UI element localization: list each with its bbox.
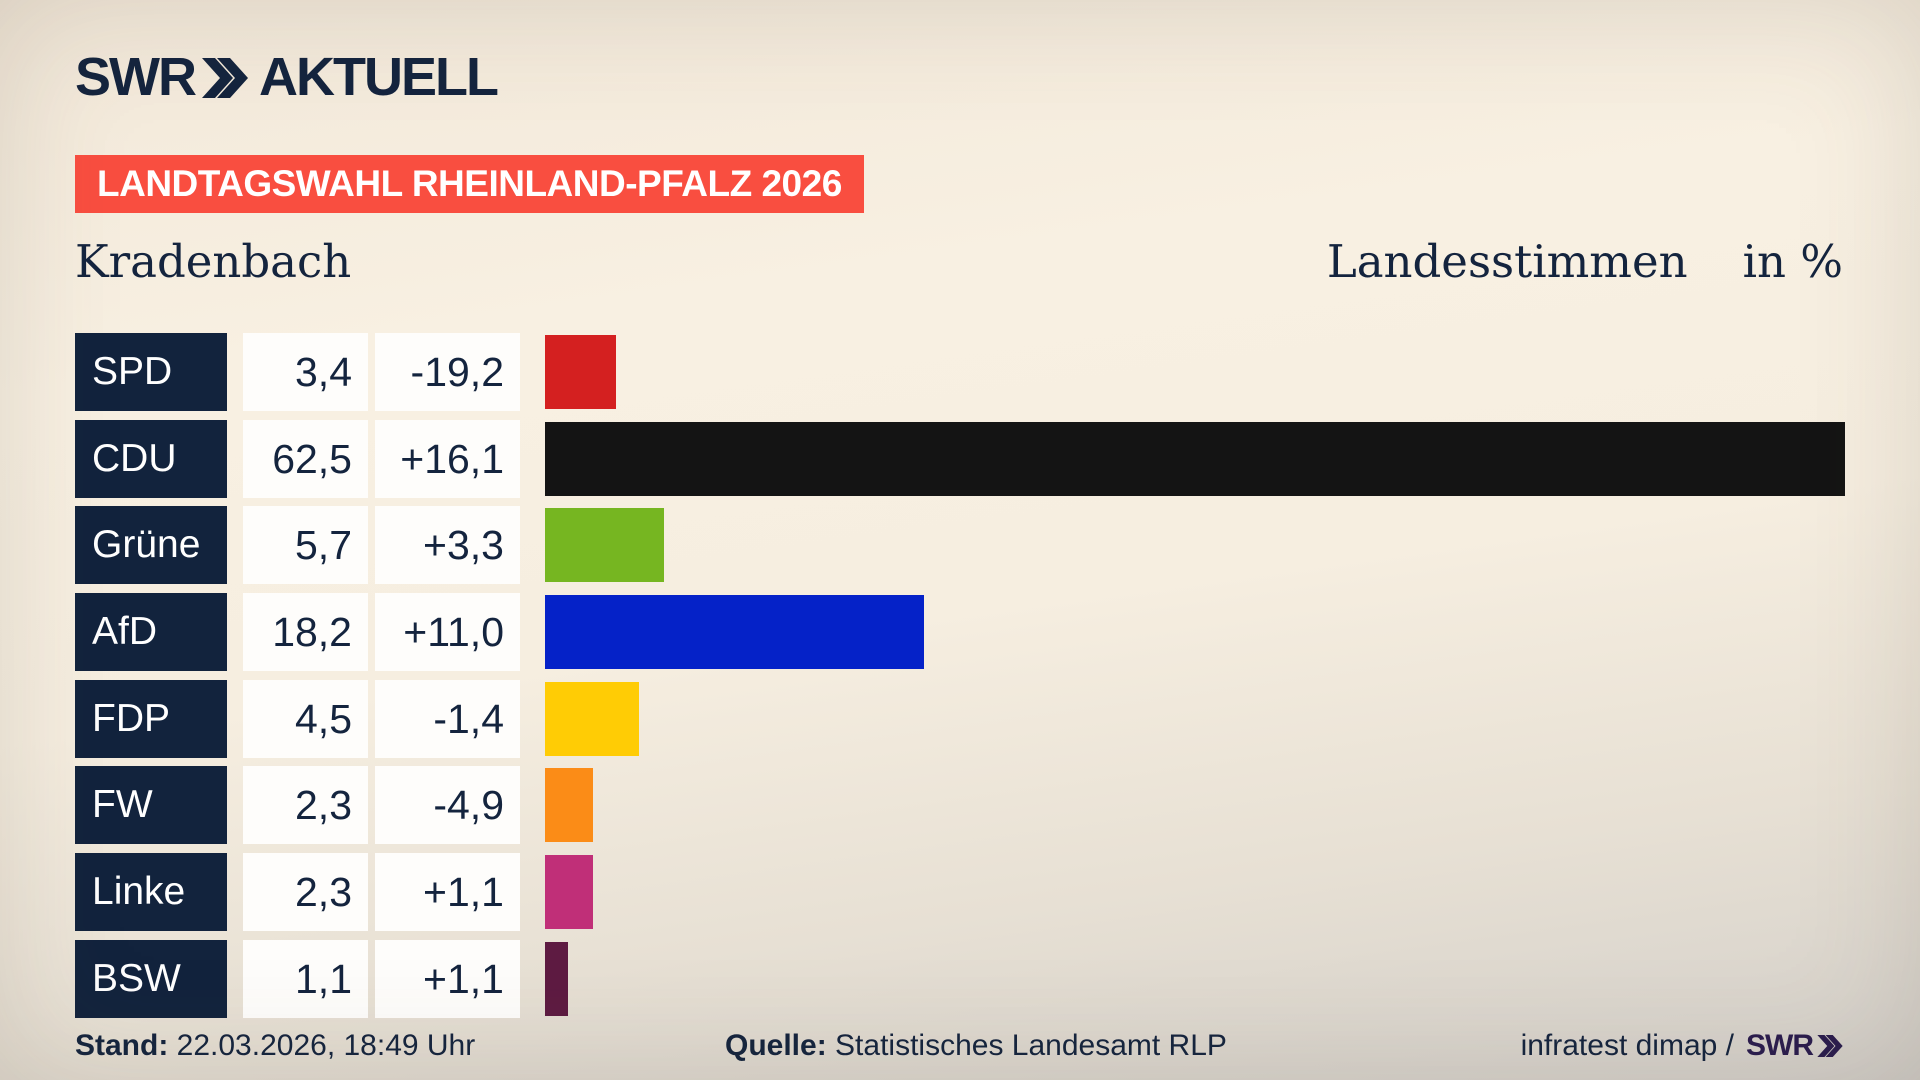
agency-credit: infratest dimap / SWR bbox=[1521, 1029, 1843, 1063]
swr-double-chevron-icon bbox=[201, 58, 248, 98]
swr-brand-text: SWR bbox=[75, 47, 197, 107]
change-label: +16,1 bbox=[400, 435, 504, 482]
change-box: -19,2 bbox=[375, 333, 520, 411]
program-title-text: AKTUELL bbox=[258, 47, 499, 107]
value-label: 18,2 bbox=[272, 609, 352, 656]
election-banner: LANDTAGSWAHL RHEINLAND-PFALZ 2026 bbox=[75, 155, 864, 213]
change-label: +1,1 bbox=[423, 869, 504, 916]
party-label: AfD bbox=[92, 610, 158, 654]
change-box: +3,3 bbox=[375, 506, 520, 585]
credit-text: infratest dimap / bbox=[1520, 1029, 1734, 1062]
party-label: FDP bbox=[92, 696, 170, 740]
results-table: SPD 3,4 -19,2 CDU 62,5 +16,1 bbox=[0, 333, 1920, 1027]
unit-label: in % bbox=[1742, 235, 1843, 288]
value-box: 62,5 bbox=[243, 419, 368, 498]
value-label: 3,4 bbox=[295, 349, 352, 395]
result-bar bbox=[545, 421, 1845, 496]
value-box: 4,5 bbox=[243, 679, 368, 758]
municipality-title: Kradenbach bbox=[75, 235, 352, 288]
value-box: 5,7 bbox=[243, 506, 368, 585]
result-bar bbox=[545, 335, 616, 409]
party-label: SPD bbox=[92, 350, 173, 393]
result-bar bbox=[545, 508, 664, 583]
table-row: AfD 18,2 +11,0 bbox=[0, 593, 1920, 672]
table-row: BSW 1,1 +1,1 bbox=[0, 939, 1920, 1018]
change-box: -1,4 bbox=[375, 679, 520, 758]
result-bar bbox=[545, 768, 593, 843]
table-row: FW 2,3 -4,9 bbox=[0, 766, 1920, 845]
swr-footer-logo: SWR bbox=[1746, 1029, 1843, 1063]
result-bar bbox=[545, 855, 593, 930]
result-bar bbox=[545, 595, 924, 670]
party-label-box: SPD bbox=[75, 333, 227, 411]
stand-label: Stand: bbox=[75, 1029, 169, 1062]
change-label: -1,4 bbox=[433, 695, 504, 742]
party-label-box: Linke bbox=[75, 853, 227, 932]
value-label: 2,3 bbox=[295, 869, 352, 916]
value-box: 3,4 bbox=[243, 333, 368, 411]
change-label: +1,1 bbox=[423, 955, 504, 1002]
change-box: +11,0 bbox=[375, 593, 520, 672]
swr-footer-chevron-icon bbox=[1817, 1035, 1843, 1057]
value-box: 2,3 bbox=[243, 853, 368, 932]
vote-type-title: Landesstimmen in % bbox=[1327, 235, 1843, 288]
swr-footer-brand-text: SWR bbox=[1746, 1029, 1814, 1062]
table-row: FDP 4,5 -1,4 bbox=[0, 679, 1920, 758]
change-box: +16,1 bbox=[375, 419, 520, 498]
party-label-box: CDU bbox=[75, 419, 227, 498]
party-label: BSW bbox=[92, 956, 181, 1000]
value-box: 1,1 bbox=[243, 939, 368, 1018]
change-box: +1,1 bbox=[375, 939, 520, 1018]
quelle-label: Quelle: bbox=[725, 1029, 827, 1062]
vote-type-label: Landesstimmen bbox=[1326, 235, 1688, 288]
party-label: CDU bbox=[92, 436, 177, 480]
value-label: 5,7 bbox=[295, 522, 352, 569]
party-label: Grüne bbox=[92, 523, 201, 567]
table-row: Linke 2,3 +1,1 bbox=[0, 853, 1920, 932]
stand-value: 22.03.2026, 18:49 Uhr bbox=[176, 1029, 476, 1062]
result-bar bbox=[545, 941, 568, 1016]
change-box: +1,1 bbox=[375, 853, 520, 932]
swr-aktuell-logo: SWR AKTUELL bbox=[75, 47, 499, 107]
timestamp: Stand: 22.03.2026, 18:49 Uhr bbox=[75, 1029, 475, 1063]
party-label-box: FW bbox=[75, 766, 227, 845]
party-label-box: Grüne bbox=[75, 506, 227, 585]
value-box: 2,3 bbox=[243, 766, 368, 845]
result-bar bbox=[545, 681, 639, 756]
party-label-box: AfD bbox=[75, 593, 227, 672]
value-label: 4,5 bbox=[295, 695, 352, 742]
quelle-value: Statistisches Landesamt RLP bbox=[835, 1029, 1227, 1062]
table-row: Grüne 5,7 +3,3 bbox=[0, 506, 1920, 585]
value-label: 62,5 bbox=[272, 435, 352, 482]
party-label: Linke bbox=[92, 870, 186, 914]
table-row: SPD 3,4 -19,2 bbox=[0, 333, 1920, 411]
change-label: +11,0 bbox=[403, 609, 504, 656]
change-label: +3,3 bbox=[423, 522, 504, 569]
change-label: -19,2 bbox=[410, 349, 504, 395]
party-label-box: BSW bbox=[75, 939, 227, 1018]
change-label: -4,9 bbox=[433, 782, 504, 829]
party-label-box: FDP bbox=[75, 679, 227, 758]
source-credit: Quelle: Statistisches Landesamt RLP bbox=[725, 1029, 1227, 1063]
party-label: FW bbox=[92, 783, 153, 827]
change-box: -4,9 bbox=[375, 766, 520, 845]
value-box: 18,2 bbox=[243, 593, 368, 672]
value-label: 1,1 bbox=[295, 955, 352, 1002]
value-label: 2,3 bbox=[295, 782, 352, 829]
table-row: CDU 62,5 +16,1 bbox=[0, 419, 1920, 498]
